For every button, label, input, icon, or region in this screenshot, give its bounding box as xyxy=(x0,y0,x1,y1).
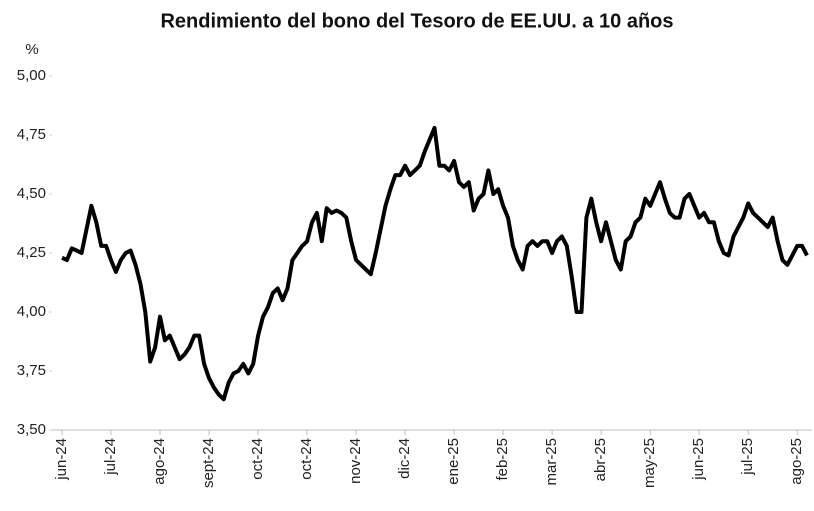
y-axis-label: % xyxy=(25,41,38,58)
y-tick-label: 4,25 xyxy=(17,244,46,261)
x-tick-label: ago-24 xyxy=(151,438,168,485)
y-tick-label: 4,00 xyxy=(17,303,46,320)
y-tick-label: 4,50 xyxy=(17,185,46,202)
x-tick-label: jun-24 xyxy=(53,438,70,481)
x-tick-label: dic-24 xyxy=(396,438,413,479)
y-tick-label: 3,50 xyxy=(17,421,46,438)
x-tick-label: jun-25 xyxy=(690,438,707,481)
x-tick-label: ene-25 xyxy=(445,438,462,485)
x-tick-label: jul-24 xyxy=(102,438,119,476)
x-tick-label: mar-25 xyxy=(543,438,560,486)
x-tick-label: jul-25 xyxy=(739,438,756,476)
y-tick-label: 4,75 xyxy=(17,126,46,143)
y-tick-label: 3,75 xyxy=(17,362,46,379)
x-tick-label: oct-24 xyxy=(298,438,315,480)
x-tick-label: ago-25 xyxy=(788,438,805,485)
x-tick-label: oct-24 xyxy=(249,438,266,480)
x-tick-label: feb-25 xyxy=(494,438,511,481)
y-tick-label: 5,00 xyxy=(17,67,46,84)
x-tick-label: may-25 xyxy=(641,438,658,488)
x-tick-label: nov-24 xyxy=(347,438,364,484)
chart-title: Rendimiento del bono del Tesoro de EE.UU… xyxy=(160,10,673,32)
line-series xyxy=(61,125,809,402)
x-tick-label: abr-25 xyxy=(592,438,609,481)
x-tick-label: sept-24 xyxy=(200,438,217,488)
